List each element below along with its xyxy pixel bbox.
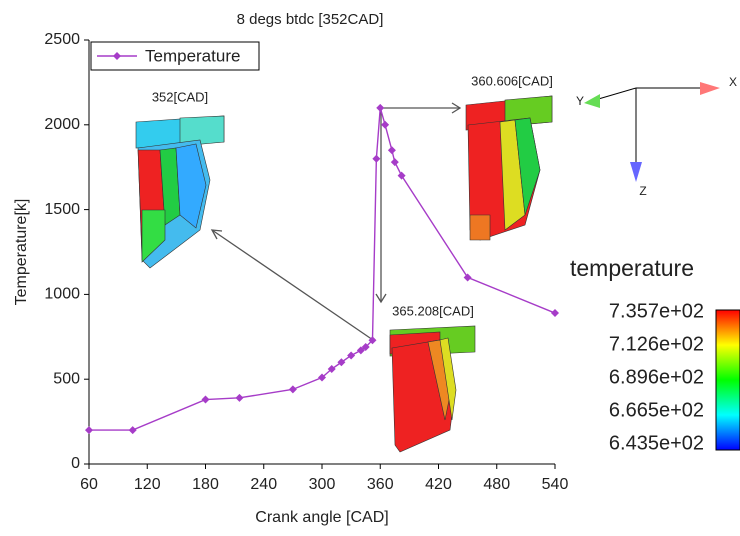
mesh-365 bbox=[390, 326, 475, 452]
colorbar bbox=[716, 310, 740, 450]
colorbar-label: 6.665e+02 bbox=[609, 399, 704, 421]
legend-label: Temperature bbox=[145, 46, 240, 65]
marker bbox=[464, 273, 472, 281]
colorbar-title: temperature bbox=[570, 255, 694, 281]
marker bbox=[551, 309, 559, 317]
marker bbox=[391, 158, 399, 166]
annotation: 360.606[CAD] bbox=[471, 73, 553, 88]
x-tick-label: 480 bbox=[483, 476, 510, 493]
x-tick-label: 60 bbox=[80, 476, 98, 493]
x-tick-label: 120 bbox=[134, 476, 161, 493]
x-tick-label: 420 bbox=[425, 476, 452, 493]
colorbar-label: 7.357e+02 bbox=[609, 300, 704, 322]
marker bbox=[235, 394, 243, 402]
marker bbox=[376, 104, 384, 112]
marker bbox=[398, 172, 406, 180]
marker bbox=[381, 121, 389, 129]
chart-title: 8 degs btdc [352CAD] bbox=[237, 11, 384, 28]
x-tick-label: 300 bbox=[309, 476, 336, 493]
mesh-360 bbox=[466, 96, 552, 240]
triad-label: Z bbox=[639, 184, 646, 198]
colorbar-label: 6.896e+02 bbox=[609, 366, 704, 388]
x-tick-label: 180 bbox=[192, 476, 219, 493]
annotation: 352[CAD] bbox=[152, 89, 208, 104]
colorbar-label: 6.435e+02 bbox=[609, 432, 704, 454]
marker bbox=[202, 396, 210, 404]
y-tick-label: 1000 bbox=[44, 286, 80, 303]
marker bbox=[85, 426, 93, 434]
x-tick-label: 240 bbox=[250, 476, 277, 493]
x-tick-label: 360 bbox=[367, 476, 394, 493]
marker bbox=[372, 155, 380, 163]
triad-label: Y bbox=[576, 94, 584, 108]
y-tick-label: 2500 bbox=[44, 31, 80, 48]
y-tick-label: 2000 bbox=[44, 116, 80, 133]
y-tick-label: 1500 bbox=[44, 201, 80, 218]
chart: 8 degs btdc [352CAD] Crank angle [CAD] T… bbox=[0, 0, 740, 531]
marker bbox=[129, 426, 137, 434]
y-tick-label: 0 bbox=[71, 455, 80, 472]
x-tick-label: 540 bbox=[542, 476, 569, 493]
triad-label: X bbox=[729, 75, 737, 89]
axes-triad bbox=[584, 82, 720, 182]
x-axis-label: Crank angle [CAD] bbox=[255, 509, 388, 526]
marker bbox=[289, 385, 297, 393]
mesh-352 bbox=[136, 116, 224, 268]
y-tick-label: 500 bbox=[53, 370, 80, 387]
y-axis-label: Temperature[k] bbox=[13, 199, 30, 306]
marker bbox=[388, 146, 396, 154]
colorbar-label: 7.126e+02 bbox=[609, 333, 704, 355]
annotation: 365.208[CAD] bbox=[392, 303, 474, 318]
